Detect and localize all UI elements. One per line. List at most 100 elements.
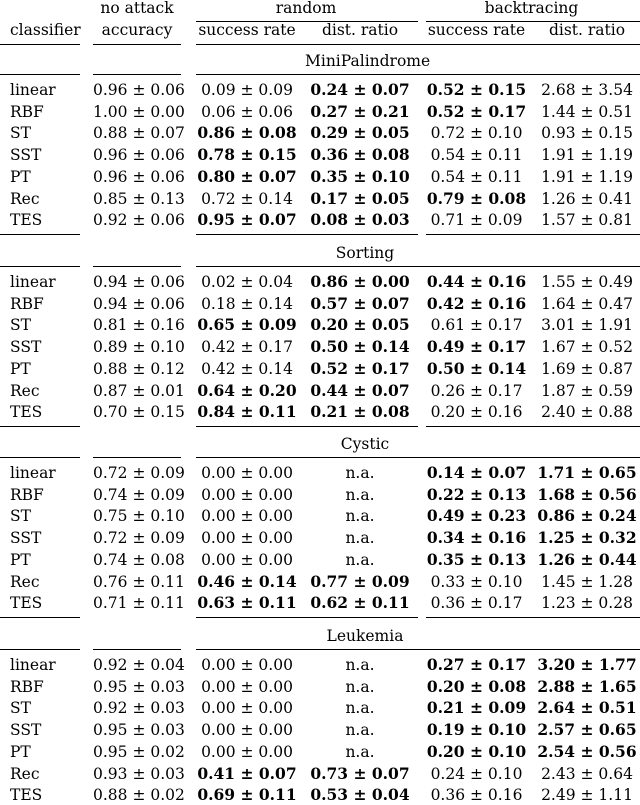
cell-accuracy: 0.72 ± 0.09 [93,464,185,482]
cell-backtracing-success-rate: 0.72 ± 0.10 [430,124,523,143]
cell-backtracing-success-rate: 0.33 ± 0.10 [430,572,523,591]
cell-accuracy: 0.74 ± 0.09 [93,485,185,504]
cell-accuracy: 0.85 ± 0.13 [93,189,185,208]
cell-random-dist-ratio: 0.62 ± 0.11 [310,593,410,613]
cell-random-dist-ratio: 0.35 ± 0.10 [310,166,410,186]
header-rule-backtracing [426,21,640,22]
cell-backtracing-dist-ratio: 2.88 ± 1.65 [537,676,637,696]
classifier-name: ST [10,316,31,335]
classifier-name: ST [10,699,31,718]
section-rule [0,74,80,75]
cell-accuracy: 0.75 ± 0.10 [93,507,185,526]
cell-accuracy: 0.94 ± 0.06 [93,294,185,313]
cell-random-success-rate: 0.80 ± 0.07 [197,166,297,186]
cell-backtracing-success-rate: 0.42 ± 0.16 [426,293,527,313]
cell-accuracy: 0.96 ± 0.06 [93,81,185,99]
cell-backtracing-success-rate: 0.79 ± 0.08 [426,188,527,208]
cell-backtracing-success-rate: 0.19 ± 0.10 [426,720,527,740]
cell-random-success-rate: 0.02 ± 0.04 [201,273,293,291]
classifier-name: linear [10,464,56,482]
classifier-name: PT [10,742,31,761]
cell-backtracing-dist-ratio: 2.64 ± 0.51 [537,698,637,718]
cell-backtracing-success-rate: 0.61 ± 0.17 [430,316,523,335]
cell-random-success-rate: 0.84 ± 0.11 [197,402,297,422]
cell-backtracing-dist-ratio: 1.44 ± 0.51 [541,102,633,121]
classifier-name: linear [10,81,56,99]
cell-backtracing-dist-ratio: 1.64 ± 0.47 [541,294,633,313]
section-title: Sorting [335,244,395,262]
classifier-name: Rec [10,572,40,591]
classifier-name: RBF [10,485,44,504]
cell-accuracy: 0.89 ± 0.10 [93,338,185,357]
classifier-name: linear [10,656,56,674]
cell-random-success-rate: 0.42 ± 0.14 [201,359,293,378]
cell-backtracing-success-rate: 0.35 ± 0.13 [426,549,527,569]
header-no-attack: no attack [100,0,174,17]
section-rule [93,457,181,458]
cell-backtracing-dist-ratio: 1.87 ± 0.59 [541,381,633,400]
cell-backtracing-success-rate: 0.49 ± 0.17 [426,337,527,357]
cell-random-success-rate: 0.00 ± 0.00 [201,485,293,504]
classifier-name: Rec [10,764,40,783]
classifier-name: RBF [10,102,44,121]
header-bottom-rule-1 [0,44,80,45]
classifier-name: SST [10,338,42,357]
cell-backtracing-success-rate: 0.26 ± 0.17 [430,381,523,400]
section-rule [196,74,640,75]
header-bottom-rule-3 [196,44,640,45]
cell-accuracy: 1.00 ± 0.00 [93,102,185,121]
cell-backtracing-success-rate: 0.36 ± 0.17 [430,594,523,613]
cell-backtracing-dist-ratio: 1.68 ± 0.56 [537,484,637,504]
cell-backtracing-success-rate: 0.52 ± 0.17 [426,101,527,121]
cell-accuracy: 0.95 ± 0.03 [93,721,185,740]
classifier-name: PT [10,167,31,186]
cell-backtracing-success-rate: 0.20 ± 0.16 [430,403,523,422]
cell-random-success-rate: 0.78 ± 0.15 [197,145,297,165]
cell-random-success-rate: 0.63 ± 0.11 [197,593,297,613]
cell-accuracy: 0.81 ± 0.16 [93,316,185,335]
cell-accuracy: 0.96 ± 0.06 [93,146,185,165]
cell-backtracing-dist-ratio: 1.25 ± 0.32 [537,528,637,548]
cell-backtracing-success-rate: 0.20 ± 0.08 [426,676,527,696]
cell-accuracy: 0.71 ± 0.11 [93,594,185,613]
classifier-name: Rec [10,189,40,208]
cell-backtracing-success-rate: 0.20 ± 0.10 [426,741,527,761]
cell-random-dist-ratio: 0.36 ± 0.08 [310,145,410,165]
cell-accuracy: 0.88 ± 0.02 [93,786,185,805]
cell-random-dist-ratio: 0.73 ± 0.07 [310,763,410,783]
header-bottom-rule-2 [93,44,181,45]
cell-random-success-rate: 0.86 ± 0.08 [197,123,297,143]
cell-accuracy: 0.95 ± 0.03 [93,677,185,696]
cell-backtracing-dist-ratio: 1.91 ± 1.19 [541,167,633,186]
cell-random-dist-ratio: 0.24 ± 0.07 [310,80,410,99]
cell-random-success-rate: 0.00 ± 0.00 [201,699,293,718]
cell-random-dist-ratio: n.a. [345,656,375,674]
classifier-name: TES [10,211,43,230]
header-rule-random [196,21,418,22]
classifier-name: SST [10,529,42,548]
cell-random-dist-ratio: 0.77 ± 0.09 [310,571,410,591]
cell-accuracy: 0.92 ± 0.03 [93,699,185,718]
section-rule [196,649,640,650]
cell-accuracy: 0.72 ± 0.09 [93,529,185,548]
cell-backtracing-dist-ratio: 1.26 ± 0.41 [541,189,633,208]
header-backtracing-success-rate: success rate [427,21,526,39]
cell-backtracing-dist-ratio: 3.01 ± 1.91 [541,316,633,335]
header-random-success-rate: success rate [198,21,296,39]
cell-accuracy: 0.93 ± 0.03 [93,764,185,783]
section-bottom-rule [426,425,640,427]
section-rule [0,266,80,267]
cell-random-success-rate: 0.00 ± 0.00 [201,677,293,696]
cell-backtracing-dist-ratio: 0.86 ± 0.24 [537,506,637,526]
cell-backtracing-success-rate: 0.22 ± 0.13 [426,484,527,504]
cell-random-success-rate: 0.65 ± 0.09 [197,315,297,335]
section-title: MiniPalindrome [305,52,431,70]
cell-accuracy: 0.95 ± 0.02 [93,742,185,761]
classifier-name: PT [10,550,31,569]
section-bottom-rule [426,616,640,618]
cell-accuracy: 0.92 ± 0.04 [93,656,185,674]
cell-backtracing-dist-ratio: 1.91 ± 1.19 [541,146,633,165]
classifier-name: ST [10,124,31,143]
cell-random-dist-ratio: n.a. [345,529,375,548]
classifier-name: Rec [10,381,40,400]
